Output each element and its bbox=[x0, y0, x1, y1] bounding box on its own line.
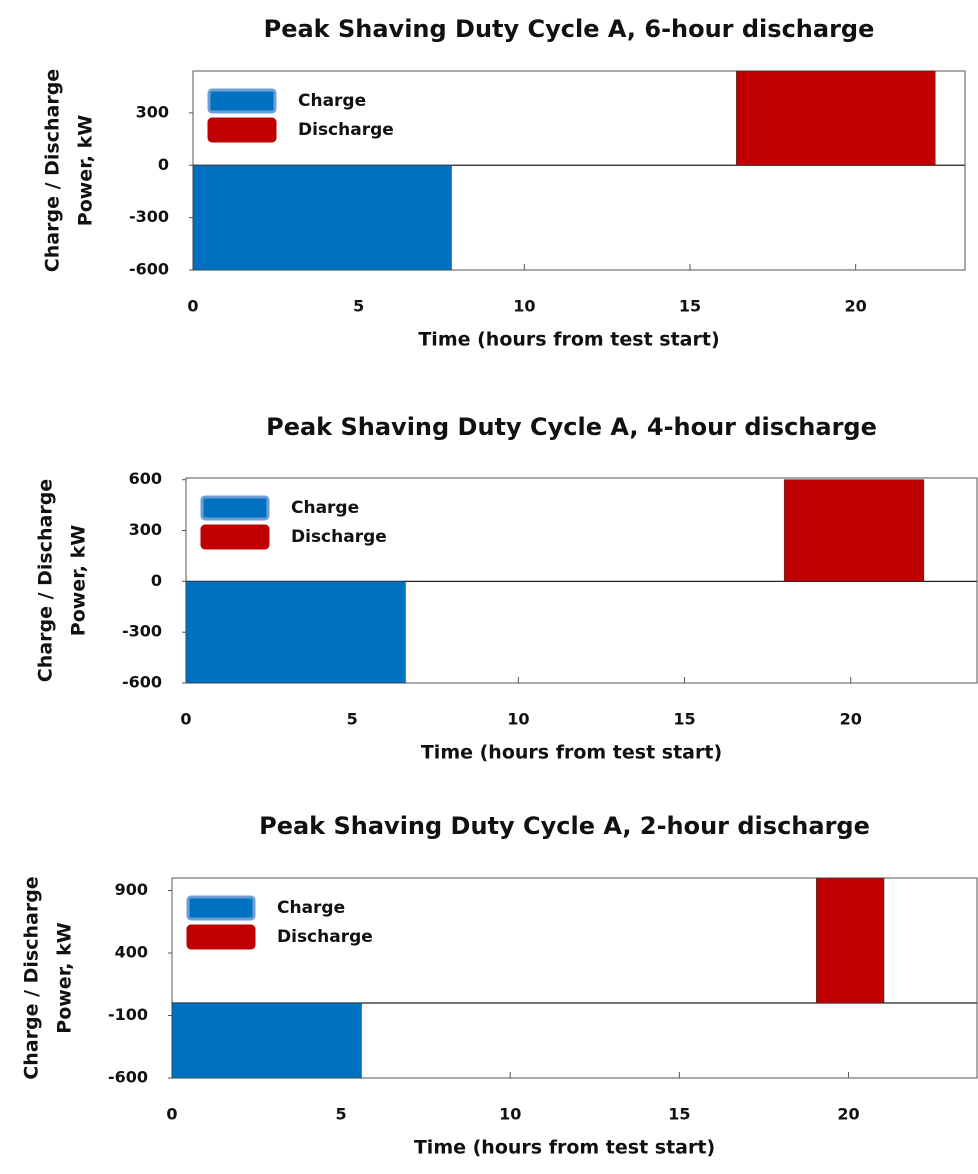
y-axis-label: Charge / Discharge bbox=[21, 876, 43, 1079]
y-tick-label: 0 bbox=[151, 571, 162, 590]
bar bbox=[736, 70, 936, 166]
legend-label: Charge bbox=[291, 498, 359, 518]
y-axis-label: Charge / Discharge bbox=[35, 479, 57, 682]
plot-frame bbox=[185, 477, 978, 684]
legend-label: Discharge bbox=[277, 927, 373, 947]
legend-swatch bbox=[186, 924, 256, 950]
plot-frame bbox=[171, 877, 978, 1079]
legend-swatch bbox=[207, 88, 277, 114]
y-tick-label: 600 bbox=[129, 469, 162, 488]
y-tick-label: 400 bbox=[115, 943, 148, 962]
y-tick-label: -600 bbox=[108, 1068, 148, 1087]
x-tick-label: 0 bbox=[180, 710, 191, 729]
y-tick-label: -600 bbox=[122, 673, 162, 692]
bar bbox=[816, 877, 885, 1004]
y-tick-label: 900 bbox=[115, 880, 148, 899]
x-tick-label: 20 bbox=[837, 1105, 859, 1124]
y-axis-label: Charge / Discharge bbox=[42, 69, 64, 272]
bar bbox=[783, 479, 925, 582]
legend-label: Charge bbox=[298, 91, 366, 111]
y-axis-label: Power, kW bbox=[68, 525, 90, 636]
x-tick-label: 10 bbox=[513, 297, 535, 316]
x-tick-label: 5 bbox=[353, 297, 364, 316]
legend-label: Discharge bbox=[291, 527, 387, 547]
x-tick-label: 10 bbox=[507, 710, 529, 729]
y-tick-label: 0 bbox=[158, 155, 169, 174]
x-tick-label: 15 bbox=[673, 710, 695, 729]
x-tick-label: 20 bbox=[840, 710, 862, 729]
bar bbox=[192, 164, 452, 271]
chart-title: Peak Shaving Duty Cycle A, 2-hour discha… bbox=[259, 812, 870, 840]
x-axis-label: Time (hours from test start) bbox=[414, 1137, 715, 1159]
x-tick-label: 5 bbox=[347, 710, 358, 729]
x-tick-label: 10 bbox=[499, 1105, 521, 1124]
x-axis-label: Time (hours from test start) bbox=[421, 742, 722, 764]
chart-title: Peak Shaving Duty Cycle A, 4-hour discha… bbox=[266, 413, 877, 441]
x-tick-label: 5 bbox=[336, 1105, 347, 1124]
y-tick-label: -300 bbox=[122, 622, 162, 641]
x-tick-label: 15 bbox=[679, 297, 701, 316]
legend-swatch bbox=[200, 524, 270, 550]
y-tick-label: 300 bbox=[136, 102, 169, 121]
x-axis-label: Time (hours from test start) bbox=[418, 329, 719, 351]
bar bbox=[171, 1002, 362, 1079]
chart-title: Peak Shaving Duty Cycle A, 6-hour discha… bbox=[264, 15, 875, 43]
y-tick-label: -100 bbox=[108, 1005, 148, 1024]
x-tick-label: 0 bbox=[166, 1105, 177, 1124]
legend-label: Charge bbox=[277, 898, 345, 918]
x-tick-label: 20 bbox=[845, 297, 867, 316]
y-tick-label: -600 bbox=[129, 260, 169, 279]
legend-swatch bbox=[207, 117, 277, 143]
legend-swatch bbox=[200, 495, 270, 521]
x-tick-label: 0 bbox=[187, 297, 198, 316]
y-tick-label: 300 bbox=[129, 520, 162, 539]
y-axis-label: Power, kW bbox=[54, 922, 76, 1033]
y-axis-label: Power, kW bbox=[75, 115, 97, 226]
legend-swatch bbox=[186, 895, 256, 921]
bar bbox=[185, 581, 406, 684]
y-tick-label: -300 bbox=[129, 207, 169, 226]
x-tick-label: 15 bbox=[668, 1105, 690, 1124]
legend-label: Discharge bbox=[298, 120, 394, 140]
